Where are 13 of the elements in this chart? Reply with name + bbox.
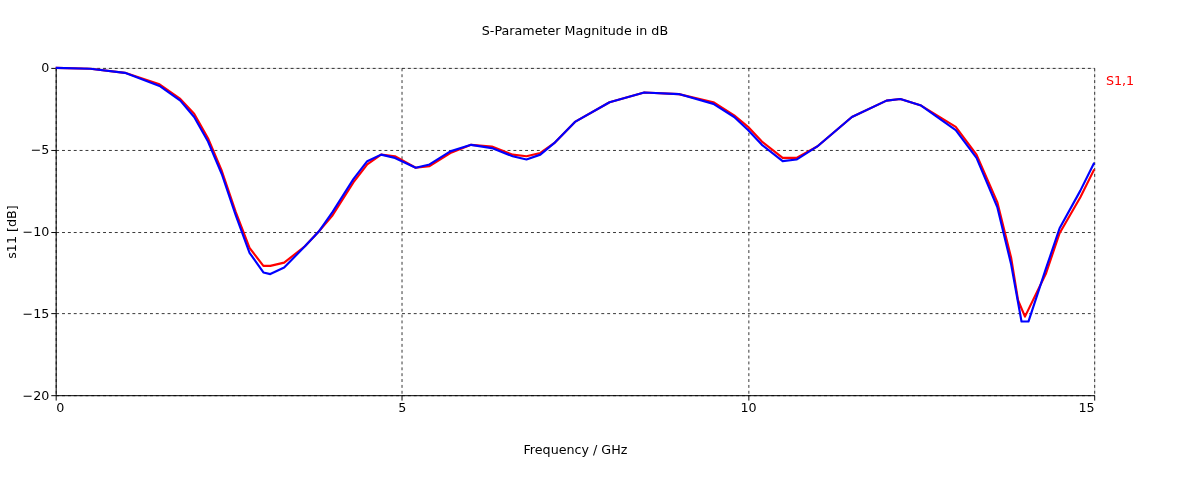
y-tick-label: −5	[30, 142, 50, 158]
x-tick-label: 5	[398, 400, 407, 416]
y-axis-title: s11 [dB]	[3, 205, 19, 259]
y-tick-label: −10	[22, 223, 50, 239]
x-tick-label: 15	[1078, 400, 1095, 416]
x-axis-title: Frequency / GHz	[523, 442, 628, 458]
text: S1,1	[1105, 73, 1135, 89]
chart-title: S-Parameter Magnitude in dB	[481, 22, 669, 38]
x-tick-label: 10	[740, 400, 757, 416]
y-tick-label: −20	[22, 387, 50, 403]
y-tick-label: −15	[22, 305, 50, 321]
y-tick-label: 0	[41, 60, 50, 76]
x-tick-label: 0	[56, 400, 65, 416]
